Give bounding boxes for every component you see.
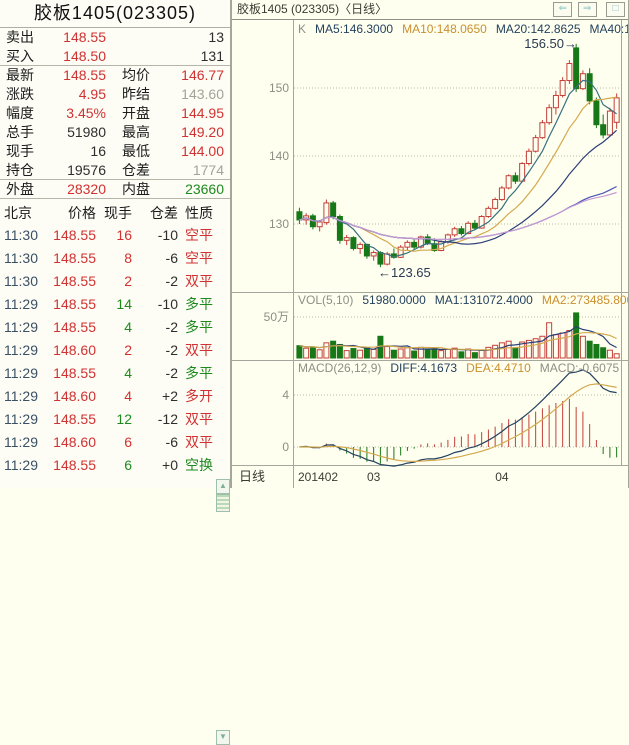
scroll-up-button[interactable]: ▲ <box>216 479 230 494</box>
quote-row: 卖出 148.55 13 <box>6 29 224 45</box>
tick-row[interactable]: 11:29 148.55 14 -10 多平 <box>4 296 213 312</box>
quote-panel: 胶板1405(023305) 卖出 148.55 13 买入 148.50 131 最新 14… <box>0 0 231 745</box>
svg-text:03: 03 <box>367 470 381 484</box>
quote-row: 现手 16 最低 144.00 <box>6 143 224 159</box>
col-header-volume: 现手 <box>104 205 132 221</box>
tick-row[interactable]: 11:29 148.60 4 +2 多开 <box>4 388 213 404</box>
svg-text:156.50→: 156.50→ <box>524 36 577 51</box>
svg-text:140: 140 <box>269 149 289 163</box>
svg-text:150: 150 <box>269 81 289 95</box>
tick-row[interactable]: 11:29 148.55 6 +0 空换 <box>4 457 213 473</box>
quote-row: 涨跌 4.95 昨结 143.60 <box>6 86 224 102</box>
tick-row[interactable]: 11:30 148.55 16 -10 空平 <box>4 227 213 243</box>
tick-table-header: 北京 价格 现手 仓差 性质 <box>0 202 230 224</box>
quote-row: 买入 148.50 131 <box>0 47 230 66</box>
col-header-nature: 性质 <box>185 205 213 221</box>
prev-arrow-button[interactable]: ⇐ <box>553 2 573 17</box>
quote-row: 持仓 19576 仓差 1774 <box>0 161 230 180</box>
quote-grid: 卖出 148.55 13 买入 148.50 131 最新 148.55 均价 146.77 涨跌 4… <box>0 28 230 199</box>
svg-text:←123.65: ←123.65 <box>378 265 431 280</box>
svg-text:130: 130 <box>269 217 289 231</box>
quote-row: 总手 51980 最高 149.20 <box>6 124 224 140</box>
tick-row[interactable]: 11:29 148.55 4 -2 多平 <box>4 319 213 335</box>
svg-text:4: 4 <box>282 388 289 402</box>
tick-table: 北京 价格 现手 仓差 性质 11:30 148.55 16 -10 空平 11:30 14… <box>0 202 230 477</box>
chart-titlebar: 胶板1405 (023305)〈日线〉 ⇐ ⇒ □ <box>232 0 628 20</box>
tick-row[interactable]: 11:29 148.60 2 -2 双平 <box>4 342 213 358</box>
col-header-price: 价格 <box>68 205 96 221</box>
col-header-oi-change: 仓差 <box>150 205 178 221</box>
tick-row[interactable]: 11:29 148.55 12 -12 双平 <box>4 411 213 427</box>
quote-row: 幅度 3.45% 开盘 144.95 <box>6 105 224 121</box>
maximize-button[interactable]: □ <box>606 2 625 17</box>
svg-text:日线: 日线 <box>239 469 265 484</box>
quote-row: 外盘 28320 内盘 23660 <box>0 180 230 199</box>
next-arrow-button[interactable]: ⇒ <box>577 2 597 17</box>
chart-panel: 胶板1405 (023305)〈日线〉 ⇐ ⇒ □ 150 140 130 50万 4 0… <box>231 0 629 488</box>
svg-text:0: 0 <box>282 440 289 454</box>
contract-title: 胶板1405(023305) <box>0 0 230 28</box>
svg-text:50万: 50万 <box>264 310 289 324</box>
titlebar-buttons: ⇐ ⇒ □ <box>551 2 625 21</box>
col-header-time: 北京 <box>4 205 32 221</box>
tick-row[interactable]: 11:29 148.60 6 -6 双平 <box>4 434 213 450</box>
tick-row[interactable]: 11:30 148.55 8 -6 空平 <box>4 250 213 266</box>
tick-row[interactable]: 11:30 148.55 2 -2 双平 <box>4 273 213 289</box>
quote-row: 最新 148.55 均价 146.77 <box>6 67 224 83</box>
tick-row[interactable]: 11:29 148.55 4 -2 多平 <box>4 365 213 381</box>
scrollbar-thumb[interactable] <box>216 494 230 512</box>
chart-canvas[interactable]: 150 140 130 50万 4 0 156.50→ ←123.65 K MA5:146.300… <box>232 20 628 488</box>
chart-title: 胶板1405 (023305)〈日线〉 <box>237 2 388 16</box>
tick-table-body: 11:30 148.55 16 -10 空平 11:30 148.55 8 -6 空平 11:30 1… <box>0 224 230 477</box>
svg-text:04: 04 <box>495 470 509 484</box>
svg-text:201402: 201402 <box>298 470 338 484</box>
scroll-down-button[interactable]: ▼ <box>216 730 230 745</box>
